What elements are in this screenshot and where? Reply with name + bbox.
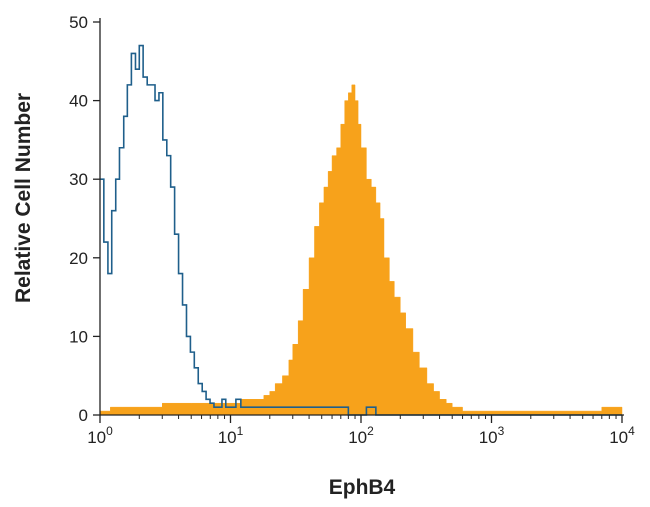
x-tick-label: 104 (609, 424, 635, 447)
axes (93, 18, 624, 423)
filled-histogram (99, 84, 623, 416)
x-tick-label: 102 (348, 424, 374, 447)
x-tick-label: 100 (87, 424, 113, 447)
x-axis-title: EphB4 (329, 476, 396, 499)
outline-histogram (100, 44, 622, 416)
y-axis-title: Relative Cell Number (12, 93, 35, 303)
y-tick-label: 20 (69, 249, 88, 268)
y-tick-label: 30 (69, 170, 88, 189)
tick-labels: 0 10 20 30 40 50 100 101 102 103 104 (69, 13, 635, 447)
y-tick-label: 0 (79, 406, 88, 425)
y-tick-label: 10 (69, 327, 88, 346)
x-tick-label: 101 (218, 424, 244, 447)
x-tick-label: 103 (479, 424, 505, 447)
y-tick-label: 50 (69, 13, 88, 32)
histogram-series (99, 44, 623, 416)
y-tick-label: 40 (69, 92, 88, 111)
